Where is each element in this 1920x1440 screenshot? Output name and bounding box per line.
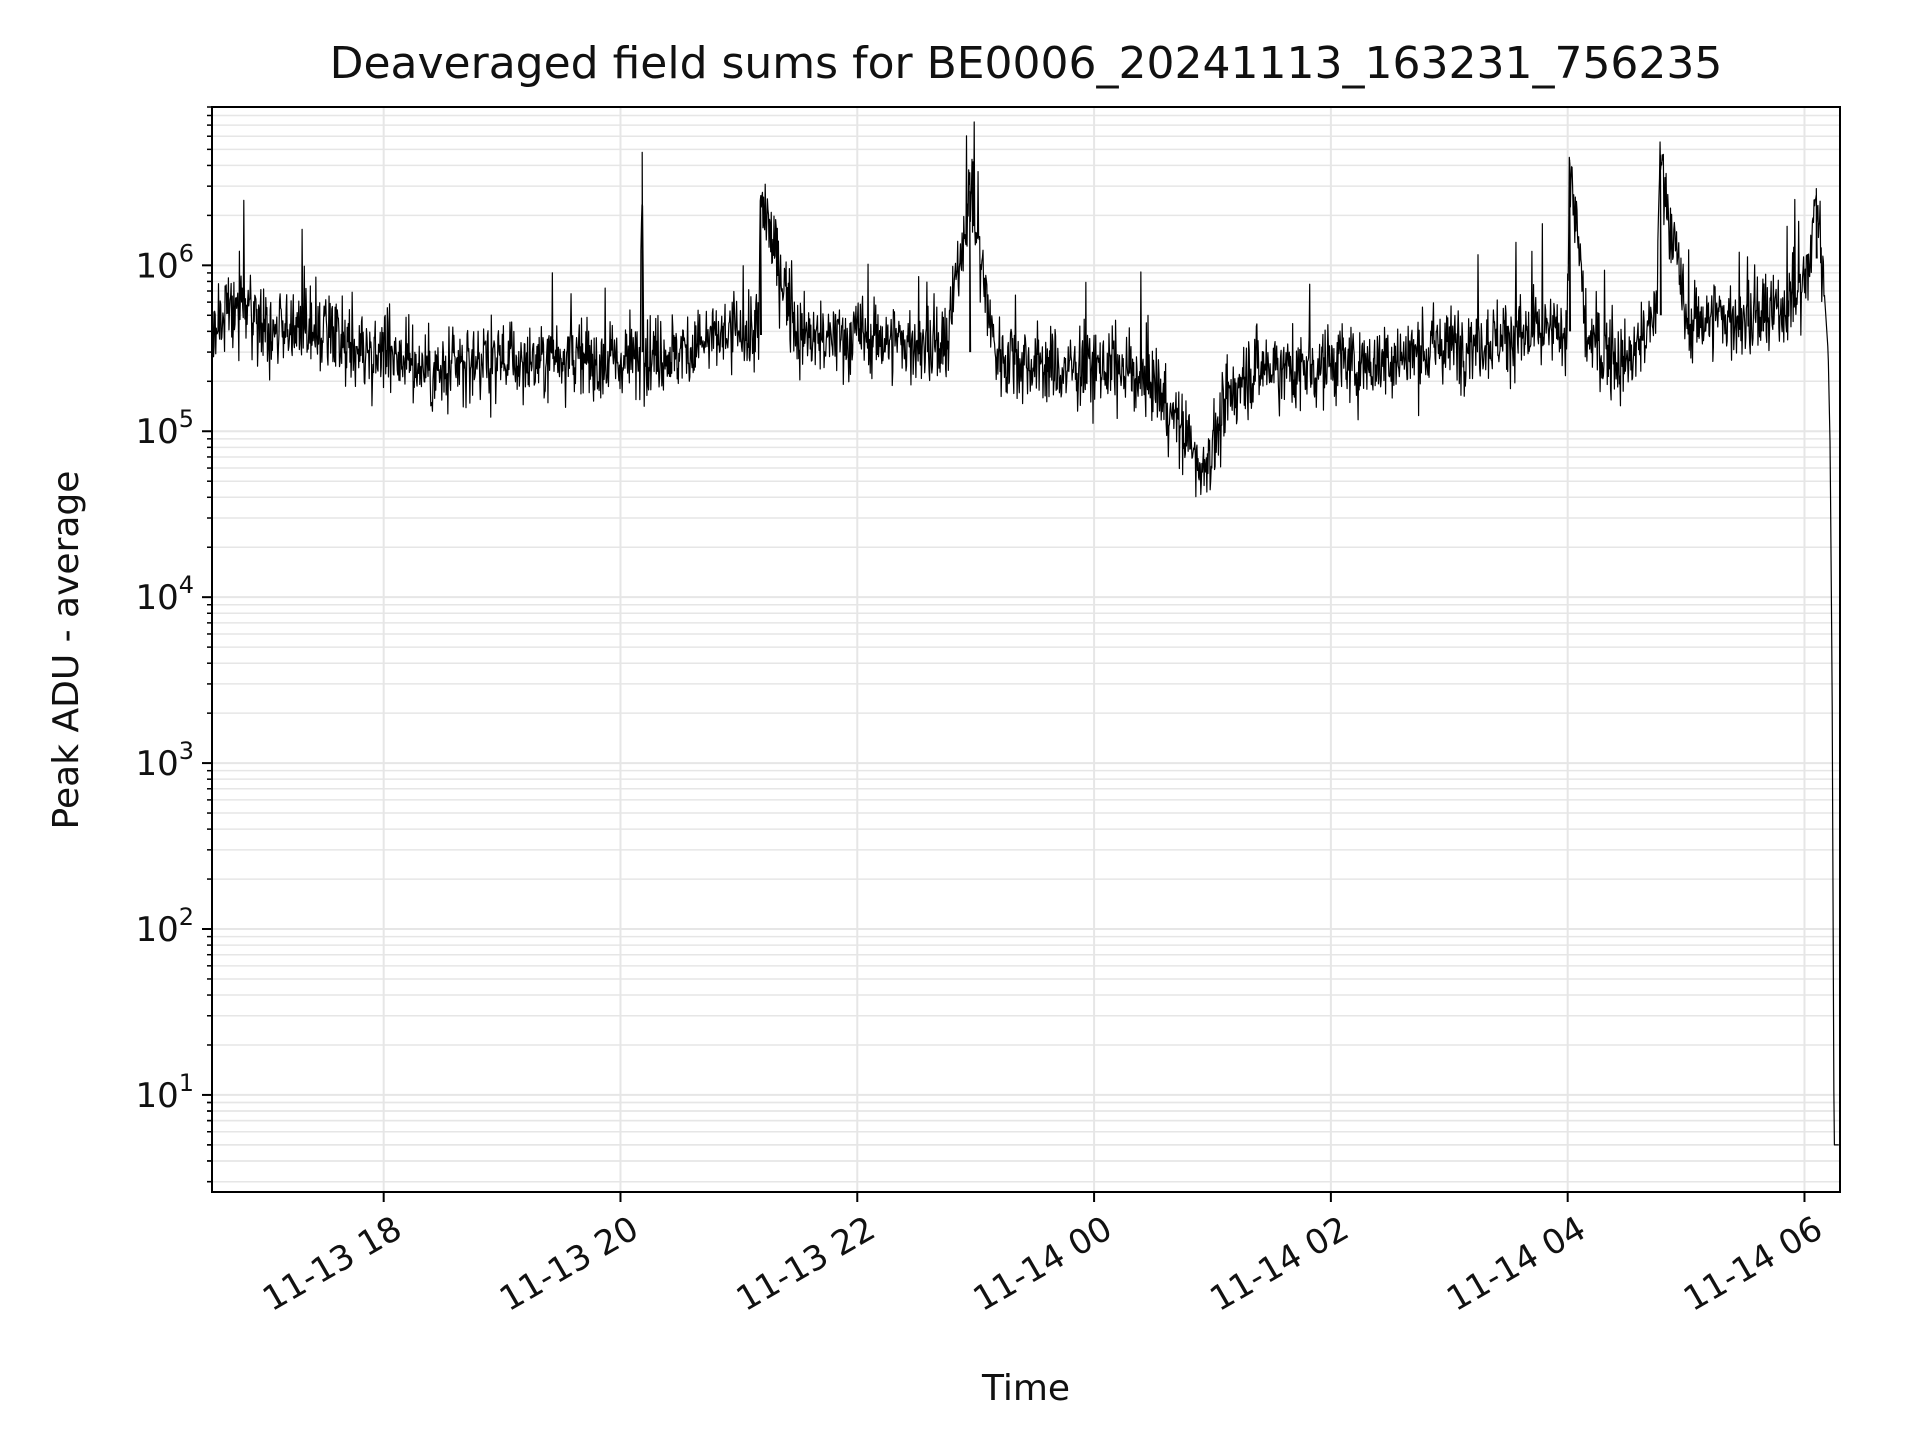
y-tick-label: 102 xyxy=(135,903,194,950)
chart-title: Deaveraged field sums for BE0006_2024111… xyxy=(330,38,1723,89)
y-tick-label: 104 xyxy=(135,571,194,618)
y-tick-label: 101 xyxy=(135,1069,194,1116)
x-axis-label: Time xyxy=(981,1368,1070,1409)
y-axis-ticks: 101 102 103 104 105 106 xyxy=(135,106,212,1183)
y-tick-label: 103 xyxy=(135,737,194,784)
plot-frame xyxy=(211,106,1841,1193)
y-tick-label: 106 xyxy=(135,239,194,286)
y-tick-label: 105 xyxy=(135,405,194,452)
y-axis-label: Peak ADU - average xyxy=(46,471,87,830)
series-group xyxy=(212,121,1839,1146)
grid-lines xyxy=(212,106,1840,1192)
series-line xyxy=(212,121,1839,1146)
